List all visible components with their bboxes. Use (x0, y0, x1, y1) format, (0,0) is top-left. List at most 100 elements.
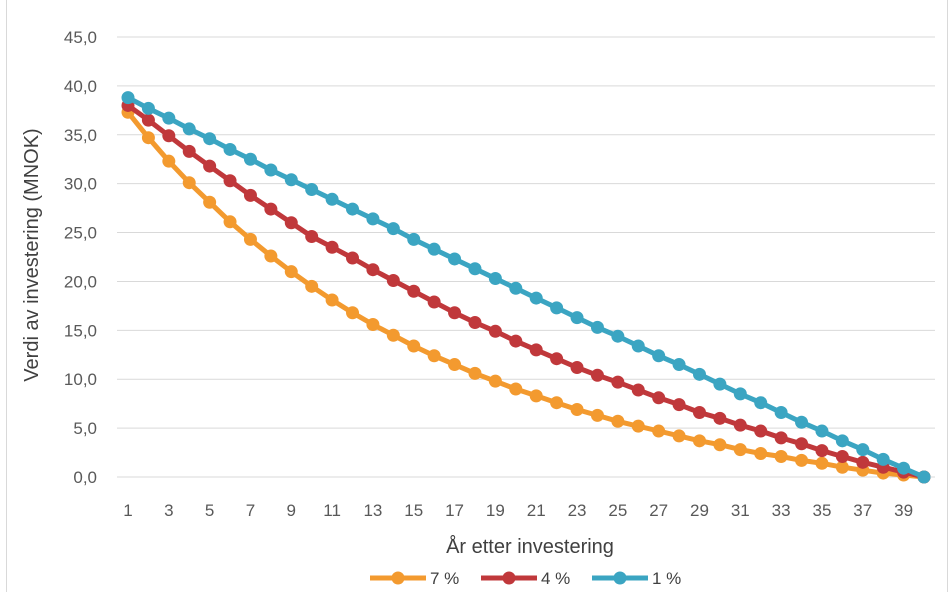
data-point (284, 265, 298, 279)
x-tick-label: 29 (690, 501, 709, 520)
data-point (386, 273, 400, 287)
x-tick-label: 23 (568, 501, 587, 520)
data-point (835, 460, 849, 474)
series-group (121, 91, 931, 484)
data-point (774, 431, 788, 445)
y-tick-label: 45,0 (64, 28, 97, 47)
data-point (611, 375, 625, 389)
data-point (141, 131, 155, 145)
data-point (488, 272, 502, 286)
data-point (468, 262, 482, 276)
data-point (509, 281, 523, 295)
data-point (631, 419, 645, 433)
data-point (427, 242, 441, 256)
data-point (141, 113, 155, 127)
data-point (305, 183, 319, 197)
data-point (733, 418, 747, 432)
data-point (529, 343, 543, 357)
data-point (529, 389, 543, 403)
data-point (448, 252, 462, 266)
data-point (733, 443, 747, 457)
data-point (672, 398, 686, 412)
data-point (672, 429, 686, 443)
data-point (162, 111, 176, 125)
x-tick-label: 17 (445, 501, 464, 520)
data-point (611, 329, 625, 343)
data-point (488, 324, 502, 338)
data-point (529, 291, 543, 305)
data-point (305, 229, 319, 243)
data-point (305, 279, 319, 293)
series-line (126, 110, 925, 480)
data-point (672, 358, 686, 372)
data-point (448, 358, 462, 372)
x-tick-label: 5 (205, 501, 214, 520)
y-tick-label: 15,0 (64, 321, 97, 340)
data-point (182, 144, 196, 158)
data-point (203, 159, 217, 173)
data-point (386, 328, 400, 342)
series-line (126, 103, 925, 480)
data-point (182, 122, 196, 136)
data-point (223, 142, 237, 156)
data-point (590, 368, 604, 382)
data-point (692, 367, 706, 381)
data-point (611, 414, 625, 428)
data-point (835, 434, 849, 448)
data-point (795, 415, 809, 429)
data-point (713, 438, 727, 452)
data-point (570, 360, 584, 374)
data-point (182, 176, 196, 190)
legend-item: 1 % (592, 569, 681, 588)
data-point (407, 284, 421, 298)
x-tick-label: 39 (894, 501, 913, 520)
data-point (448, 306, 462, 320)
data-point (509, 334, 523, 348)
x-tick-label: 7 (246, 501, 255, 520)
x-tick-label: 27 (649, 501, 668, 520)
data-point (284, 216, 298, 230)
y-tick-label: 20,0 (64, 272, 97, 291)
data-point (325, 192, 339, 206)
data-point (366, 317, 380, 331)
legend-item: 7 % (370, 569, 459, 588)
data-point (815, 444, 829, 458)
x-tick-label: 15 (404, 501, 423, 520)
data-point (407, 339, 421, 353)
data-point (631, 383, 645, 397)
data-point (407, 232, 421, 246)
data-point (590, 320, 604, 334)
legend-swatch-marker (391, 571, 405, 585)
data-point (652, 349, 666, 363)
y-axis-title: Verdi av investering (MNOK) (21, 128, 43, 381)
data-point (488, 374, 502, 388)
data-point (590, 408, 604, 422)
data-point (366, 263, 380, 277)
data-point (162, 154, 176, 168)
x-tick-label: 33 (772, 501, 791, 520)
data-point (692, 405, 706, 419)
x-tick-label: 1 (123, 501, 132, 520)
x-tick-label: 31 (731, 501, 750, 520)
data-point (754, 447, 768, 461)
data-point (550, 301, 564, 315)
data-point (223, 215, 237, 229)
series-2 (121, 91, 931, 484)
data-point (427, 295, 441, 309)
data-point (325, 293, 339, 307)
data-point (856, 455, 870, 469)
x-tick-label: 11 (323, 501, 341, 520)
data-point (733, 387, 747, 401)
data-point (774, 449, 788, 463)
data-point (815, 456, 829, 470)
data-point (284, 173, 298, 187)
x-tick-label: 3 (164, 501, 173, 520)
data-point (509, 382, 523, 396)
y-tick-label: 35,0 (64, 126, 97, 145)
data-point (917, 470, 931, 484)
x-tick-label: 25 (608, 501, 627, 520)
y-axis-ticks: 0,0 5,0 10,0 15,0 20,0 25,0 30,0 35,0 40,0 45,0 (64, 28, 97, 487)
data-point (713, 411, 727, 425)
data-point (141, 101, 155, 115)
